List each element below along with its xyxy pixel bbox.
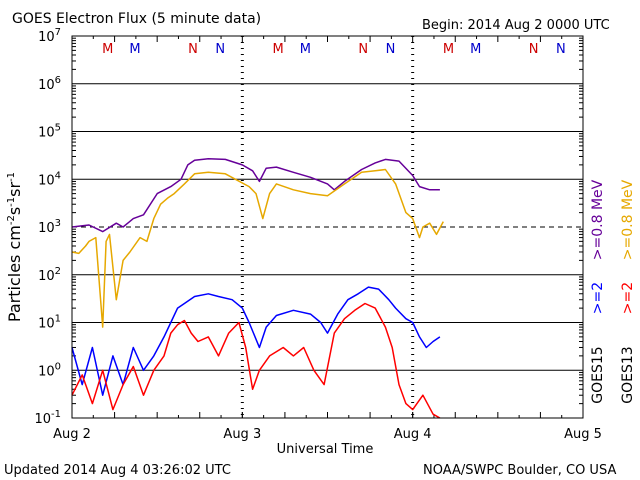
- y-tick-label: 10-1: [34, 409, 61, 427]
- satellite-label: GOES15: [590, 346, 606, 403]
- credit-label: NOAA/SWPC Boulder, CO USA: [423, 463, 616, 478]
- plot-frame: [71, 35, 584, 419]
- grid-layer: [72, 37, 583, 405]
- x-tick-label: Aug 2: [53, 427, 91, 442]
- y-axis-label: Particles cm-2s-1sr-1: [5, 172, 24, 322]
- x-tick-label: Aug 4: [394, 427, 432, 442]
- series-line: [71, 302, 441, 419]
- legend: >=0.8 MeV >=0.8 MeV >=2 >=2 GOES15 GOES13: [590, 179, 636, 403]
- marker-m: M: [129, 42, 140, 57]
- satellite-label: GOES13: [620, 346, 636, 403]
- y-tick-label: 105: [38, 123, 61, 141]
- marker-n: N: [529, 42, 539, 57]
- marker-m: M: [470, 42, 481, 57]
- x-tick-label: Aug 3: [223, 427, 261, 442]
- marker-n: N: [215, 42, 225, 57]
- legend-entry: >=2: [590, 282, 606, 314]
- series-line: [71, 168, 444, 328]
- y-tick-label: 100: [38, 361, 61, 379]
- series-layer: [71, 157, 444, 419]
- marker-m: M: [300, 42, 311, 57]
- day-separators: [240, 36, 415, 418]
- y-tick-label: 102: [38, 266, 61, 284]
- series-line: [71, 157, 440, 233]
- marker-m: M: [443, 42, 454, 57]
- marker-n: N: [556, 42, 566, 57]
- y-tick-label: 104: [38, 170, 61, 188]
- marker-n: N: [386, 42, 396, 57]
- updated-label: Updated 2014 Aug 4 03:26:02 UTC: [4, 463, 231, 478]
- y-tick-label: 101: [38, 314, 61, 332]
- chart-title: GOES Electron Flux (5 minute data): [12, 11, 261, 27]
- begin-label: Begin: 2014 Aug 2 0000 UTC: [422, 18, 610, 33]
- y-tick-label: 107: [38, 27, 61, 45]
- series-line: [71, 286, 441, 396]
- y-tick-label: 106: [38, 75, 61, 93]
- marker-m: M: [102, 42, 113, 57]
- legend-entry: >=0.8 MeV: [590, 179, 606, 260]
- legend-entry: >=2: [620, 282, 636, 314]
- y-tick-label: 103: [38, 218, 61, 236]
- x-tick-labels: Aug 2 Aug 3 Aug 4 Aug 5: [53, 36, 602, 442]
- marker-m: M: [272, 42, 283, 57]
- x-axis-label: Universal Time: [277, 442, 374, 457]
- y-tick-labels: 10-1 100 101 102 103 104 105 106 107: [34, 27, 61, 427]
- marker-n: N: [358, 42, 368, 57]
- marker-n: N: [188, 42, 198, 57]
- legend-entry: >=0.8 MeV: [620, 179, 636, 260]
- x-tick-label: Aug 5: [564, 427, 602, 442]
